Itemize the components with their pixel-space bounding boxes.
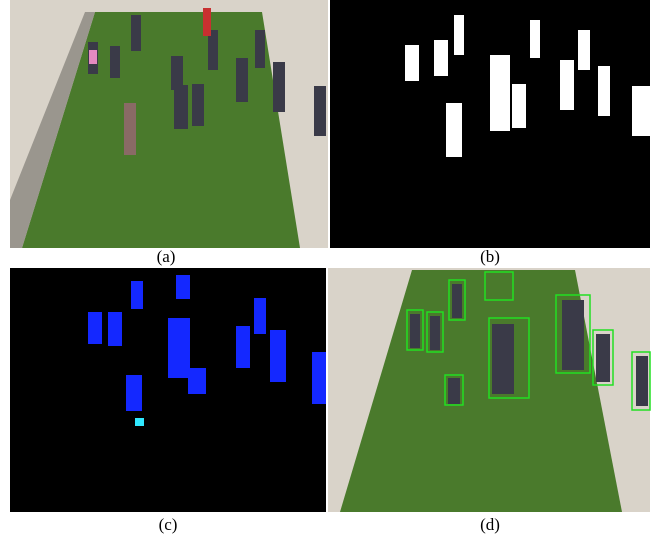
- caption: (b): [480, 247, 500, 266]
- person: [171, 56, 183, 90]
- detection-box: [426, 311, 444, 353]
- blob: [446, 103, 462, 157]
- detection-box: [406, 309, 424, 351]
- blob: [88, 312, 102, 344]
- labels-c: [10, 268, 326, 512]
- blob: [512, 84, 526, 128]
- person: [192, 84, 204, 126]
- person: [89, 50, 97, 64]
- person: [124, 103, 136, 155]
- person: [174, 85, 188, 129]
- person: [448, 378, 460, 404]
- blob: [578, 30, 590, 70]
- blob: [560, 60, 574, 110]
- blob: [254, 298, 266, 334]
- blob: [490, 55, 510, 131]
- blob: [598, 66, 610, 116]
- blob: [176, 275, 190, 299]
- blob: [188, 368, 206, 394]
- detection-box: [488, 317, 530, 399]
- blob: [530, 20, 540, 58]
- person: [410, 314, 420, 348]
- blob: [405, 45, 419, 81]
- person: [452, 284, 462, 318]
- blob: [108, 312, 122, 346]
- detection-box: [631, 351, 651, 411]
- person: [236, 58, 248, 102]
- person: [492, 324, 514, 394]
- detection-box: [448, 279, 466, 321]
- blob: [126, 375, 142, 411]
- caption: (c): [159, 515, 178, 534]
- detection-box: [592, 329, 614, 386]
- photo-a: [10, 0, 328, 248]
- person: [110, 46, 120, 78]
- blob: [131, 281, 143, 309]
- detection-box: [484, 271, 514, 301]
- blob: [454, 15, 464, 55]
- person: [273, 62, 285, 112]
- blob: [135, 418, 144, 426]
- blob: [168, 318, 190, 378]
- blob: [312, 352, 326, 404]
- person: [208, 30, 218, 70]
- photo-d: [328, 268, 651, 512]
- detection-box: [444, 374, 464, 406]
- curb: [10, 12, 95, 248]
- background: [10, 268, 326, 512]
- mask-b: [330, 0, 650, 248]
- blob: [270, 330, 286, 382]
- blob: [632, 86, 650, 136]
- person: [314, 86, 326, 136]
- person: [636, 356, 648, 406]
- person: [131, 15, 141, 51]
- caption: (a): [157, 247, 176, 266]
- blob: [434, 40, 448, 76]
- person: [430, 316, 440, 350]
- person: [596, 334, 610, 382]
- person: [562, 300, 584, 370]
- person: [255, 30, 265, 68]
- person: [203, 8, 211, 36]
- blob: [236, 326, 250, 368]
- detection-box: [555, 294, 591, 374]
- caption: (d): [480, 515, 500, 534]
